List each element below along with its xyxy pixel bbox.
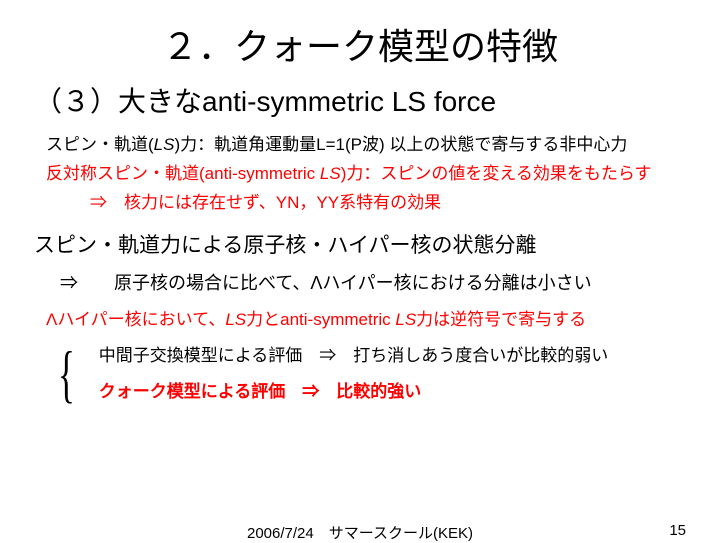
- line-1: スピン・軌道(LS)力：軌道角運動量L=1(P波) 以上の状態で寄与する非中心力: [46, 134, 686, 157]
- bracket-content: 中間子交換模型による評価 ⇒ 打ち消しあう度合いが比較的弱い クォーク模型による…: [99, 344, 609, 404]
- l1-a: スピン・軌道(: [46, 135, 154, 154]
- l1-b: )力：軌道角運動量L=1(P波) 以上の状態で寄与する非中心力: [174, 135, 627, 154]
- l3-a: Λハイパー核において、: [46, 310, 225, 329]
- l3-i2: LS: [395, 310, 416, 329]
- l3-b: 力とanti-symmetric: [246, 310, 395, 329]
- l2-italic: LS: [320, 164, 341, 183]
- page-number: 15: [669, 522, 686, 539]
- bracket-line-2: クォーク模型による評価 ⇒ 比較的強い: [99, 380, 609, 404]
- line-2a: 反対称スピン・軌道(anti-symmetric LS)力：スピンの値を変える効…: [46, 163, 686, 186]
- line-2c: ⇒ 核力には存在せず、YN，YY系特有の効果: [90, 192, 686, 215]
- arrow-line: ⇒ 原子核の場合に比べて、Λハイパー核における分離は小さい: [60, 269, 686, 295]
- l3-i1: LS: [225, 310, 246, 329]
- slide-title: ２．クォーク模型の特徴: [34, 18, 686, 70]
- curly-bracket-icon: {: [58, 345, 75, 403]
- line-3: Λハイパー核において、LS力とanti-symmetric LS力は逆符号で寄与…: [46, 309, 686, 332]
- main-statement: スピン・軌道力による原子核・ハイパー核の状態分離: [34, 229, 686, 259]
- bracket-line-1: 中間子交換模型による評価 ⇒ 打ち消しあう度合いが比較的弱い: [99, 344, 609, 368]
- slide-subtitle: （３）大きなanti-symmetric LS force: [34, 80, 686, 120]
- l2-b: )力：スピンの値を変える効果をもたらす: [341, 164, 652, 183]
- l1-italic: LS: [154, 135, 175, 154]
- bracket-block: { 中間子交換模型による評価 ⇒ 打ち消しあう度合いが比較的弱い クォーク模型に…: [58, 344, 686, 404]
- l3-c: 力は逆符号で寄与する: [416, 310, 586, 329]
- slide-body: ２．クォーク模型の特徴 （３）大きなanti-symmetric LS forc…: [0, 0, 720, 403]
- l2-a: 反対称スピン・軌道(anti-symmetric: [46, 164, 320, 183]
